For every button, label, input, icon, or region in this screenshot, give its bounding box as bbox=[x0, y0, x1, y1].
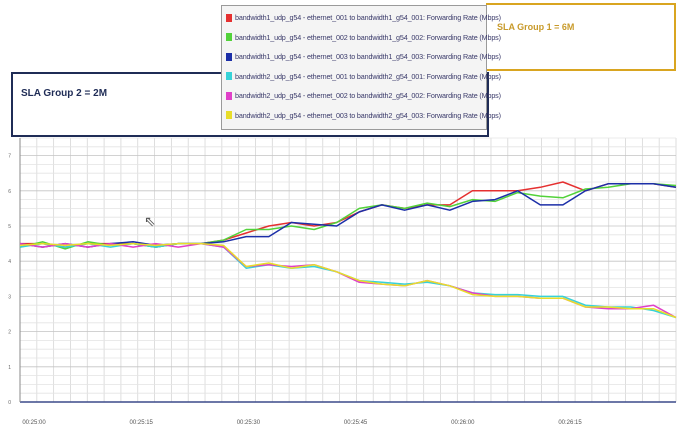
legend-swatch-icon bbox=[226, 52, 232, 61]
legend-swatch-icon bbox=[226, 91, 232, 100]
y-tick-label: 2 bbox=[8, 330, 11, 336]
legend-swatch-icon bbox=[226, 72, 232, 81]
sla-group-2-label: SLA Group 2 = 2M bbox=[21, 88, 108, 99]
legend-swatch-icon bbox=[226, 111, 232, 120]
y-tick-label: 5 bbox=[8, 224, 11, 230]
legend-item[interactable]: bandwidth1_udp_g54 - ethernet_003 to ban… bbox=[226, 47, 501, 67]
x-tick-label: 00:25:30 bbox=[237, 420, 261, 426]
legend-item[interactable]: bandwidth1_udp_g54 - ethernet_001 to ban… bbox=[226, 8, 501, 28]
series-line bbox=[19, 183, 677, 248]
legend-label: bandwidth2_udp_g54 - ethernet_001 to ban… bbox=[235, 71, 501, 81]
sla-group-1-label: SLA Group 1 = 6M bbox=[497, 22, 575, 32]
legend-label: bandwidth1_udp_g54 - ethernet_003 to ban… bbox=[235, 52, 501, 62]
y-tick-label: 1 bbox=[8, 365, 11, 371]
legend-label: bandwidth2_udp_g54 - ethernet_003 to ban… bbox=[235, 110, 501, 120]
series-line bbox=[19, 242, 677, 319]
legend-swatch-icon bbox=[226, 33, 232, 42]
gridlines bbox=[19, 137, 677, 403]
y-tick-label: 6 bbox=[8, 189, 11, 195]
legend-swatch-icon bbox=[226, 13, 232, 22]
tick-labels: 00:25:00 00:25:15 00:25:30 00:25:45 00:26:00… bbox=[8, 154, 582, 426]
legend-item[interactable]: bandwidth2_udp_g54 - ethernet_001 to ban… bbox=[226, 67, 501, 87]
axes bbox=[19, 138, 676, 403]
x-tick-label: 00:25:00 bbox=[22, 420, 46, 426]
x-tick-label: 00:26:00 bbox=[451, 420, 475, 426]
sla-group-1-box: SLA Group 1 = 6M bbox=[486, 3, 676, 71]
legend-label: bandwidth1_udp_g54 - ethernet_001 to ban… bbox=[235, 13, 501, 23]
mouse-cursor-icon: ⇖ bbox=[144, 213, 156, 229]
legend-item[interactable]: bandwidth2_udp_g54 - ethernet_002 to ban… bbox=[226, 86, 501, 106]
legend-item[interactable]: bandwidth2_udp_g54 - ethernet_003 to ban… bbox=[226, 106, 501, 126]
legend-label: bandwidth1_udp_g54 - ethernet_002 to ban… bbox=[235, 32, 501, 42]
x-tick-label: 00:25:15 bbox=[130, 420, 154, 426]
y-tick-label: 7 bbox=[8, 154, 11, 160]
y-tick-label: 3 bbox=[8, 294, 11, 300]
series-lines bbox=[19, 181, 677, 319]
legend-label: bandwidth2_udp_g54 - ethernet_002 to ban… bbox=[235, 91, 501, 101]
y-tick-label: 0 bbox=[8, 400, 11, 406]
chart-legend: bandwidth1_udp_g54 - ethernet_001 to ban… bbox=[221, 5, 501, 130]
x-tick-label: 00:26:15 bbox=[558, 420, 582, 426]
legend-item[interactable]: bandwidth1_udp_g54 - ethernet_002 to ban… bbox=[226, 28, 501, 48]
y-tick-label: 4 bbox=[8, 259, 11, 265]
x-tick-label: 00:25:45 bbox=[344, 420, 368, 426]
